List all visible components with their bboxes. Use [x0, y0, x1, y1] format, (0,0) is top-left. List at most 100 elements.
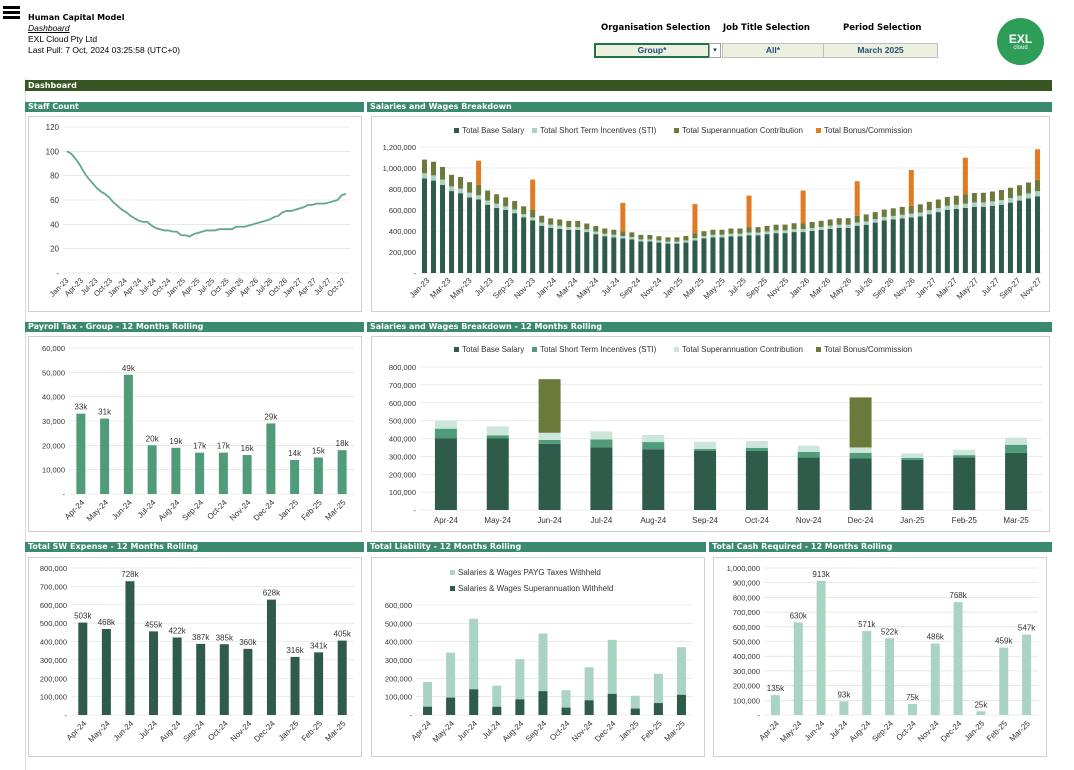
bar-segment — [653, 703, 663, 715]
bar-segment — [620, 231, 626, 237]
bar-segment — [863, 214, 869, 222]
bar-segment — [746, 195, 752, 228]
total-sw-chart: - 100,000 200,000 300,000 400,000 500,000 600,… — [28, 557, 362, 757]
bar-segment — [449, 191, 455, 273]
bar-segment — [469, 618, 479, 715]
bar-segment — [647, 241, 653, 273]
bar-segment — [998, 200, 1004, 205]
y-tick-label: 100,000 — [389, 488, 416, 497]
bar-segment — [440, 184, 446, 273]
bar-segment — [656, 242, 662, 273]
legend-label: Total Superannuation Contribution — [682, 126, 803, 135]
bar-segment — [638, 239, 644, 242]
y-tick-label: 40,000 — [42, 393, 65, 402]
bar — [266, 423, 276, 494]
x-tick-label: Sep-27 — [998, 276, 1023, 301]
y-tick-label: - — [410, 711, 413, 720]
bar-segment — [653, 673, 663, 715]
bar-segment — [440, 179, 446, 185]
bar-segment — [872, 219, 878, 223]
x-tick-label: Jun-24 — [455, 719, 479, 743]
bar-segment — [458, 193, 464, 273]
bar-segment — [800, 223, 806, 230]
bar-segment — [1034, 149, 1040, 180]
bar-segment — [953, 195, 959, 205]
y-tick-label: 1,200,000 — [383, 143, 416, 152]
bar-segment — [710, 234, 716, 238]
data-label: 15k — [312, 447, 326, 456]
org-selection-cell[interactable]: Group* — [594, 43, 710, 58]
bar-segment — [710, 229, 716, 235]
x-tick-label: Apr-24 — [410, 719, 434, 743]
x-tick-label: Jan-25 — [277, 719, 301, 743]
bar-segment — [492, 685, 502, 715]
bar-segment — [423, 682, 433, 715]
y-tick-label: - — [758, 711, 761, 720]
bar-segment — [566, 220, 572, 228]
y-tick-label: 200,000 — [733, 682, 760, 691]
bar-segment — [423, 706, 433, 715]
bar-segment — [764, 225, 770, 232]
bar-segment — [515, 699, 525, 715]
y-tick-label: 100 — [46, 147, 60, 156]
bar-segment — [998, 204, 1004, 273]
bar-segment — [566, 229, 572, 273]
bar-segment — [827, 228, 833, 273]
bar-segment — [449, 174, 455, 187]
x-tick-label: Nov-25 — [766, 276, 791, 301]
staff-count-line — [66, 150, 347, 238]
hamburger-menu-icon[interactable] — [3, 6, 20, 20]
bar-segment — [1025, 193, 1031, 199]
payroll-tax-chart: - 10,000 20,000 30,000 40,000 50,000 60,000 33k… — [28, 336, 362, 532]
bar-segment — [1034, 191, 1040, 197]
bar-segment — [745, 441, 768, 448]
y-tick-label: 40 — [50, 220, 59, 229]
legend-swatch — [454, 128, 459, 133]
legend-label: Total Short Term Incentives (STI) — [540, 126, 657, 135]
bar-segment — [908, 217, 914, 273]
job-selection-cell[interactable]: All* — [722, 43, 824, 58]
bar-segment — [719, 229, 725, 235]
bar-segment — [539, 225, 545, 273]
bar-segment — [935, 199, 941, 209]
x-tick-label: Jul-24 — [137, 719, 159, 741]
bar — [885, 638, 895, 715]
data-label: 455k — [145, 620, 163, 629]
bar — [76, 413, 86, 494]
bar-segment — [548, 224, 554, 228]
bar — [999, 647, 1009, 715]
bar-segment — [797, 457, 820, 510]
data-label: 468k — [98, 618, 116, 627]
bar-segment — [854, 181, 860, 216]
x-tick-label: Mar-25 — [323, 719, 348, 744]
header: Human Capital Model Dashboard EXL Cloud … — [0, 0, 1074, 78]
x-tick-label: Jan-24 — [534, 276, 558, 300]
bar-segment — [647, 234, 653, 240]
bar — [242, 455, 252, 494]
bar-segment — [584, 229, 590, 233]
bar-segment — [890, 215, 896, 220]
bar-segment — [492, 706, 502, 715]
bar-segment — [611, 234, 617, 238]
bar — [770, 695, 780, 715]
bar-segment — [642, 442, 665, 450]
bar-segment — [656, 240, 662, 243]
data-label: 20k — [146, 434, 160, 443]
bar-segment — [674, 241, 680, 244]
bar-segment — [431, 161, 437, 176]
x-tick-label: Aug-24 — [848, 719, 873, 744]
bar-segment — [989, 191, 995, 202]
bar-segment — [476, 160, 482, 185]
x-tick-label: Jan-27 — [914, 276, 938, 300]
bar — [953, 602, 963, 715]
x-tick-label: Sep-26 — [871, 276, 896, 301]
bar-segment — [593, 231, 599, 235]
data-label: 75k — [906, 693, 920, 702]
bar-segment — [899, 206, 905, 215]
period-selection-cell[interactable]: March 2025 — [823, 43, 938, 58]
dropdown-arrow-icon[interactable]: ▾ — [709, 43, 721, 58]
bar-segment — [872, 212, 878, 220]
bar — [243, 648, 253, 715]
bar-segment — [485, 204, 491, 273]
bar-segment — [745, 451, 768, 510]
